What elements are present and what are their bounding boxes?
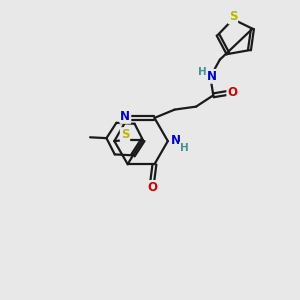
- Text: O: O: [147, 181, 157, 194]
- Text: N: N: [120, 110, 130, 123]
- Text: H: H: [180, 142, 189, 153]
- Text: H: H: [198, 67, 206, 76]
- Text: O: O: [227, 86, 237, 100]
- Text: N: N: [207, 70, 217, 83]
- Text: S: S: [121, 128, 129, 141]
- Text: N: N: [171, 134, 181, 147]
- Text: S: S: [229, 10, 237, 23]
